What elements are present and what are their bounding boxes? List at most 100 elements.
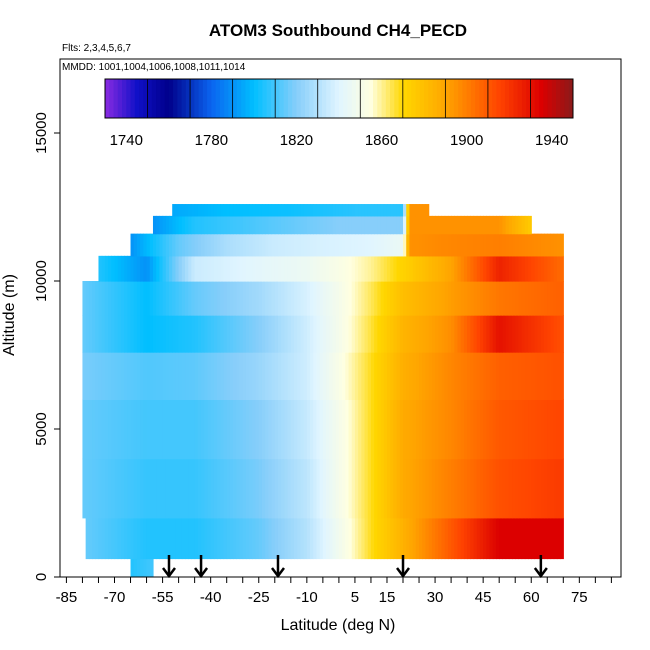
heat-cell <box>252 517 257 560</box>
heat-cell <box>463 458 468 519</box>
heat-cell <box>403 517 407 560</box>
heat-cell <box>492 233 497 257</box>
heat-cell <box>284 315 289 353</box>
heat-cell <box>499 215 503 235</box>
heat-cell <box>406 255 411 282</box>
heat-cell <box>277 315 282 353</box>
heat-cell <box>370 255 375 282</box>
heat-cell <box>124 458 128 519</box>
heat-cell <box>168 315 173 353</box>
down-arrow-icon <box>396 555 411 579</box>
heat-cell <box>271 204 276 217</box>
heat-cell <box>393 315 398 353</box>
heat-cell <box>444 399 449 460</box>
colorbar-segment <box>419 79 425 118</box>
heat-cell <box>226 399 231 460</box>
heat-cell <box>528 215 532 235</box>
heat-cell <box>223 233 228 257</box>
heat-cell <box>483 281 487 316</box>
heat-cell <box>146 315 151 353</box>
heat-cell <box>92 399 96 460</box>
heat-cell <box>258 204 263 217</box>
heat-cell <box>213 215 218 235</box>
heat-cell <box>136 458 141 519</box>
heat-cell <box>168 399 173 460</box>
heat-cell <box>201 399 205 460</box>
heat-cell <box>181 255 186 282</box>
heat-cell <box>281 399 285 460</box>
colorbar-segment <box>270 79 276 118</box>
heat-cell <box>114 458 119 519</box>
heat-cell <box>271 399 276 460</box>
heat-cell <box>332 215 337 235</box>
heat-cell <box>111 517 116 560</box>
colorbar-segment <box>424 79 429 118</box>
heat-cell <box>249 352 253 400</box>
heat-cell <box>419 458 423 519</box>
heat-cell <box>181 204 186 217</box>
heat-cell <box>386 517 391 560</box>
heat-cell <box>92 352 96 400</box>
heat-cell <box>431 352 436 400</box>
heat-cell <box>457 215 462 235</box>
heat-cell <box>528 352 532 400</box>
colorbar-segment <box>173 79 178 118</box>
heat-cell <box>261 517 266 560</box>
heat-cell <box>528 458 532 519</box>
heat-cell <box>335 352 340 400</box>
heat-cell <box>412 517 417 560</box>
heat-cell <box>531 281 536 316</box>
heat-cell <box>508 399 513 460</box>
heat-cell <box>265 281 269 316</box>
heat-cell <box>300 255 305 282</box>
heat-cell <box>524 315 529 353</box>
heat-cell <box>152 233 157 257</box>
heat-cell <box>181 215 186 235</box>
heat-cell <box>419 233 423 257</box>
heat-cell <box>271 255 276 282</box>
arrow-head <box>533 567 548 579</box>
heat-cell <box>217 255 221 282</box>
heat-cell <box>457 458 462 519</box>
heat-cell <box>242 215 247 235</box>
colorbar-tick-label: 1900 <box>450 132 483 149</box>
heat-cell <box>422 281 427 316</box>
heat-cell <box>194 352 199 400</box>
heat-cell <box>393 281 398 316</box>
heat-cell <box>342 517 346 560</box>
heat-cell <box>143 517 148 560</box>
heat-cell <box>361 255 366 282</box>
heat-cell <box>210 281 215 316</box>
heat-cell <box>524 281 529 316</box>
heat-cell <box>287 458 292 519</box>
heat-cell <box>287 255 292 282</box>
heat-cell <box>463 281 468 316</box>
heat-cell <box>175 399 180 460</box>
heat-cell <box>367 204 372 217</box>
heat-cell <box>101 458 106 519</box>
heat-cell <box>249 458 253 519</box>
heat-cell <box>133 517 138 560</box>
colorbar-segment <box>551 79 557 118</box>
heat-cell <box>553 517 558 560</box>
heat-cell <box>108 315 112 353</box>
heat-cell <box>489 517 494 560</box>
heat-cell <box>249 215 253 235</box>
heat-cell <box>447 352 452 400</box>
heat-cell <box>168 255 173 282</box>
heat-cell <box>268 399 273 460</box>
colorbar-frame <box>104 78 574 119</box>
heat-cell <box>133 255 138 282</box>
heat-cell <box>390 215 394 235</box>
heat-cell <box>550 233 555 257</box>
heat-cell <box>531 315 536 353</box>
heat-cell <box>483 215 487 235</box>
x-tick-label: 15 <box>379 589 396 606</box>
heat-cell <box>528 281 532 316</box>
heat-cell <box>306 352 311 400</box>
heat-cell <box>143 281 148 316</box>
heat-cell <box>210 517 215 560</box>
colorbar-segment <box>313 79 319 118</box>
heat-cell <box>463 315 468 353</box>
heat-cell <box>431 458 436 519</box>
